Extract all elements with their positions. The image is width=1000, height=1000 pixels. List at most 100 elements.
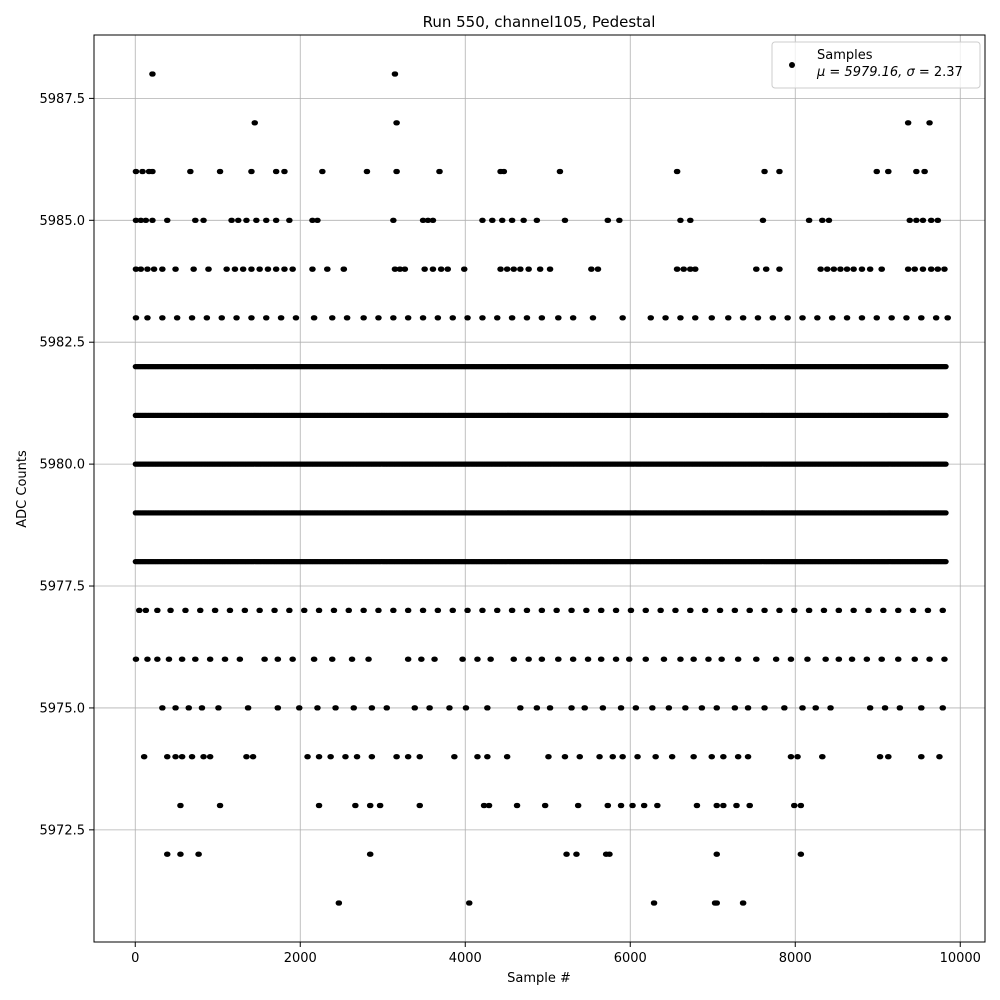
data-point	[495, 315, 501, 321]
data-point	[935, 266, 942, 272]
data-point	[518, 266, 524, 272]
data-point	[586, 656, 592, 662]
data-point	[485, 705, 491, 711]
data-point	[155, 607, 161, 614]
data-point	[904, 315, 910, 321]
legend: Samples μ = 5979.16, σ = 2.37	[771, 41, 981, 89]
data-point	[943, 461, 949, 467]
data-point	[193, 217, 199, 223]
axis-ticks: 0 2000 4000 6000 8000 100005972.55975.05977.5…	[40, 92, 981, 966]
data-point	[845, 315, 851, 321]
data-point	[485, 754, 491, 760]
data-point	[138, 266, 145, 272]
data-point	[361, 315, 367, 321]
data-point	[878, 754, 884, 760]
data-point	[906, 120, 912, 126]
data-point	[264, 217, 270, 223]
data-point	[134, 656, 140, 662]
data-point	[190, 754, 196, 760]
data-point	[911, 607, 917, 614]
data-point	[376, 607, 382, 614]
data-point	[406, 607, 412, 614]
data-point	[198, 607, 204, 614]
data-point	[770, 315, 777, 321]
data-point	[614, 607, 620, 614]
data-point	[850, 656, 856, 662]
data-point	[605, 217, 612, 223]
data-point	[282, 168, 288, 175]
legend-marker	[789, 62, 795, 68]
data-point	[940, 705, 947, 711]
data-point	[515, 802, 521, 809]
data-point	[249, 315, 255, 321]
x-tick-label: 8000	[779, 951, 812, 966]
data-point	[312, 656, 318, 662]
data-point	[653, 754, 659, 760]
data-point	[926, 607, 932, 614]
data-point	[183, 607, 189, 614]
data-point	[312, 315, 318, 321]
data-point	[279, 315, 285, 321]
data-point	[480, 315, 486, 321]
data-point	[165, 754, 171, 760]
data-point	[228, 607, 234, 614]
data-point	[539, 607, 546, 614]
data-point	[732, 705, 739, 711]
data-point	[394, 168, 400, 175]
data-point	[831, 266, 838, 272]
data-point	[175, 315, 181, 321]
data-point	[943, 559, 949, 565]
data-point	[789, 754, 795, 760]
x-tick-label: 10000	[940, 951, 981, 966]
data-point	[343, 754, 349, 760]
data-point	[539, 315, 546, 321]
data-point	[627, 656, 633, 662]
data-point	[490, 217, 496, 223]
data-point	[330, 315, 336, 321]
data-point	[896, 607, 902, 614]
data-point	[815, 315, 821, 321]
data-point	[376, 315, 382, 321]
data-point	[919, 754, 925, 760]
data-point	[709, 754, 716, 760]
data-point	[150, 217, 156, 223]
data-point	[193, 656, 199, 662]
data-point	[315, 705, 321, 711]
data-point	[942, 656, 948, 662]
data-point	[244, 754, 250, 760]
data-point	[927, 656, 933, 662]
data-point	[223, 656, 229, 662]
data-point	[825, 266, 831, 272]
data-point	[907, 217, 914, 223]
data-point	[798, 851, 805, 857]
data-point	[393, 266, 399, 272]
data-point	[558, 168, 564, 175]
data-point	[934, 315, 940, 321]
data-point	[366, 656, 372, 662]
data-point	[789, 656, 795, 662]
legend-stats: μ = 5979.16, σ = 2.37	[816, 65, 963, 80]
data-point	[510, 607, 516, 614]
data-point	[866, 607, 872, 614]
data-point	[569, 705, 575, 711]
data-point	[563, 217, 569, 223]
data-point	[693, 266, 699, 272]
data-point	[943, 364, 949, 370]
data-point	[571, 656, 577, 662]
data-point	[394, 120, 400, 126]
data-point	[317, 754, 323, 760]
data-point	[332, 607, 338, 614]
data-point	[921, 217, 927, 223]
data-point	[620, 754, 626, 760]
data-point	[488, 656, 494, 662]
data-point	[662, 656, 668, 662]
data-point	[886, 168, 892, 175]
data-point	[257, 266, 263, 272]
data-point	[173, 705, 179, 711]
legend-stats-suffix: = 2.37	[915, 65, 963, 80]
data-point	[764, 266, 770, 272]
data-point	[610, 754, 617, 760]
data-point	[943, 510, 949, 516]
data-point	[688, 607, 694, 614]
data-point	[505, 266, 511, 272]
